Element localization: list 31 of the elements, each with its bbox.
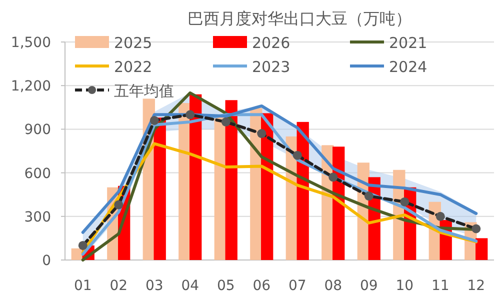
x-tick-label: 10 (396, 278, 414, 294)
y-tick-label: 1,500 (10, 35, 51, 51)
y-tick-label: 900 (24, 122, 51, 138)
bar (225, 100, 238, 260)
x-tick-label: 11 (431, 278, 450, 294)
y-tick-label: 300 (24, 209, 51, 226)
legend-label: 2026 (252, 34, 290, 52)
x-tick-label: 04 (181, 278, 200, 294)
x-tick-label: 07 (288, 278, 306, 294)
y-tick-label: 600 (24, 166, 51, 182)
bar (476, 238, 488, 260)
x-tick-label: 03 (145, 278, 164, 294)
x-tick-label: 02 (110, 278, 128, 294)
x-tick-label: 08 (324, 278, 342, 294)
legend-label: 2024 (389, 58, 428, 76)
line-series (81, 104, 478, 234)
legend-label: 2021 (389, 34, 428, 52)
x-tick-label: 06 (252, 278, 271, 294)
y-tick-label: 1,200 (10, 78, 51, 95)
bar (190, 94, 202, 260)
x-tick-label: 01 (74, 278, 92, 294)
legend-label: 五年均值 (114, 82, 174, 100)
y-tick-label: 0 (42, 253, 51, 269)
legend-label: 2022 (114, 58, 152, 76)
x-tick-label: 09 (360, 278, 378, 294)
legend-label: 2025 (114, 34, 152, 52)
bar (154, 118, 166, 260)
x-tick-label: 12 (467, 278, 486, 294)
chart-title: 巴西月度对华出口大豆（万吨） (188, 9, 412, 28)
x-tick-label: 05 (216, 278, 235, 294)
legend-label: 2023 (252, 58, 290, 76)
